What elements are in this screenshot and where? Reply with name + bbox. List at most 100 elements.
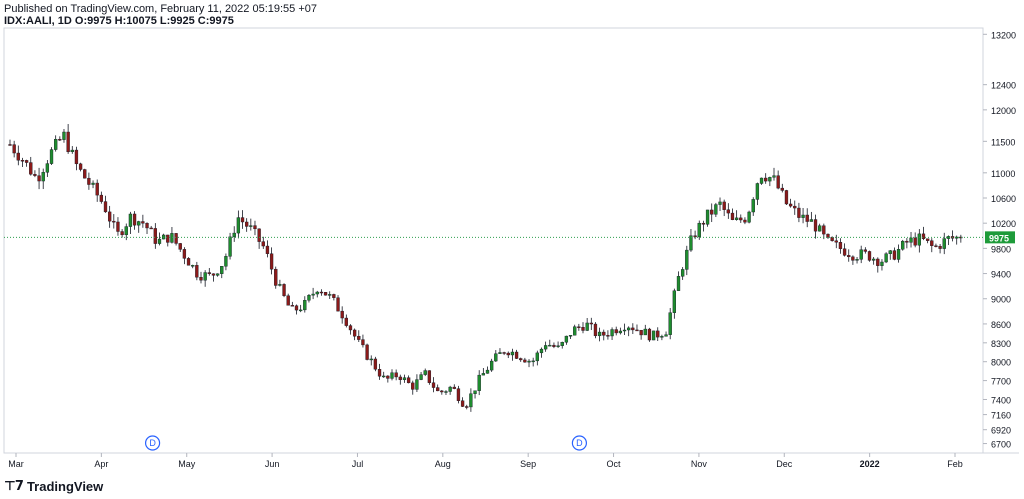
candle-body bbox=[755, 183, 760, 200]
x-tick-label: Aug bbox=[435, 459, 451, 469]
candle-body bbox=[157, 238, 162, 244]
candle-body bbox=[402, 377, 407, 380]
candle-body bbox=[631, 327, 635, 331]
candle-body bbox=[689, 235, 693, 251]
candle-body bbox=[485, 369, 490, 374]
y-tick-label: 8600 bbox=[991, 320, 1011, 330]
candle-body bbox=[905, 240, 909, 243]
candle-body bbox=[838, 242, 843, 249]
candle-body bbox=[311, 293, 315, 296]
candle-body bbox=[573, 326, 577, 336]
candle-body bbox=[901, 240, 905, 250]
candle-body bbox=[66, 131, 70, 153]
candle-body bbox=[651, 330, 656, 341]
candle-body bbox=[95, 182, 99, 196]
candle-body bbox=[614, 329, 618, 334]
candle-body bbox=[826, 233, 830, 238]
candle-body bbox=[481, 373, 486, 376]
candle-body bbox=[523, 359, 527, 363]
candle-body bbox=[141, 221, 145, 224]
candle-body bbox=[269, 253, 274, 270]
x-tick-label: Feb bbox=[947, 459, 963, 469]
candle-body bbox=[793, 205, 797, 209]
candle-body bbox=[107, 211, 112, 222]
y-tick-label: 11500 bbox=[991, 137, 1015, 147]
candle-body bbox=[45, 163, 50, 173]
candle-body bbox=[751, 199, 755, 213]
candle-body bbox=[91, 182, 95, 185]
candle-body bbox=[178, 243, 182, 250]
candle-body bbox=[718, 201, 722, 205]
candle-body bbox=[797, 207, 801, 218]
candle-body bbox=[137, 221, 141, 226]
candle-body bbox=[693, 235, 697, 238]
candle-body bbox=[764, 177, 768, 182]
candle-body bbox=[74, 149, 79, 165]
last-price-label: 9975 bbox=[989, 233, 1009, 243]
candle-body bbox=[112, 220, 116, 223]
candle-body bbox=[593, 323, 598, 337]
candle-body bbox=[37, 175, 41, 182]
candle-body bbox=[62, 131, 66, 140]
candle-body bbox=[921, 233, 926, 239]
candle-body bbox=[166, 234, 170, 243]
candle-body bbox=[577, 326, 581, 328]
candle-body bbox=[743, 219, 747, 223]
candle-body bbox=[8, 144, 12, 146]
candle-body bbox=[132, 213, 137, 226]
candle-body bbox=[568, 335, 573, 337]
candle-body bbox=[859, 249, 863, 260]
candle-body bbox=[548, 344, 552, 347]
candle-body bbox=[348, 325, 353, 331]
x-tick-label: Jul bbox=[352, 459, 364, 469]
candle-body bbox=[245, 221, 249, 227]
y-tick-label: 9800 bbox=[991, 244, 1011, 254]
candle-body bbox=[307, 294, 311, 301]
candle-body bbox=[564, 335, 569, 343]
candle-body bbox=[191, 265, 195, 267]
candle-body bbox=[224, 256, 228, 267]
candle-body bbox=[319, 291, 324, 294]
candle-body bbox=[431, 382, 436, 388]
candle-body bbox=[41, 172, 45, 182]
candle-body bbox=[265, 245, 270, 254]
candle-body bbox=[502, 352, 506, 354]
candle-body bbox=[934, 245, 938, 247]
candle-body bbox=[211, 273, 216, 276]
candle-body bbox=[332, 294, 336, 298]
dividend-marker-label: D bbox=[576, 438, 583, 448]
candle-body bbox=[20, 160, 25, 162]
candle-body bbox=[527, 360, 531, 363]
candle-body bbox=[145, 223, 149, 229]
candle-body bbox=[560, 342, 564, 346]
candle-body bbox=[120, 231, 124, 236]
candle-body bbox=[801, 214, 805, 218]
candle-body bbox=[913, 237, 917, 246]
candle-body bbox=[888, 250, 892, 254]
candle-body bbox=[448, 386, 452, 392]
candle-body bbox=[228, 236, 232, 257]
y-tick-label: 11000 bbox=[991, 169, 1015, 179]
candle-body bbox=[186, 258, 191, 266]
candle-body bbox=[232, 232, 236, 238]
candle-body bbox=[423, 370, 427, 375]
y-tick-label: 9400 bbox=[991, 270, 1011, 280]
y-tick-label: 10600 bbox=[991, 194, 1016, 204]
candle-body bbox=[930, 240, 934, 246]
candle-body bbox=[153, 228, 157, 244]
footer-brand: ⊤7 TradingView bbox=[4, 479, 103, 494]
candle-body bbox=[710, 209, 714, 215]
candle-body bbox=[726, 209, 730, 214]
candle-body bbox=[49, 149, 54, 164]
candle-body bbox=[116, 221, 120, 232]
candle-body bbox=[805, 214, 809, 222]
candle-body bbox=[128, 213, 133, 227]
candle-body bbox=[535, 352, 539, 362]
candle-body bbox=[357, 335, 361, 340]
candle-body bbox=[680, 269, 685, 277]
candle-body bbox=[282, 284, 286, 296]
x-tick-label: Dec bbox=[776, 459, 793, 469]
candle-body bbox=[298, 309, 303, 312]
y-tick-label: 6920 bbox=[991, 426, 1011, 436]
